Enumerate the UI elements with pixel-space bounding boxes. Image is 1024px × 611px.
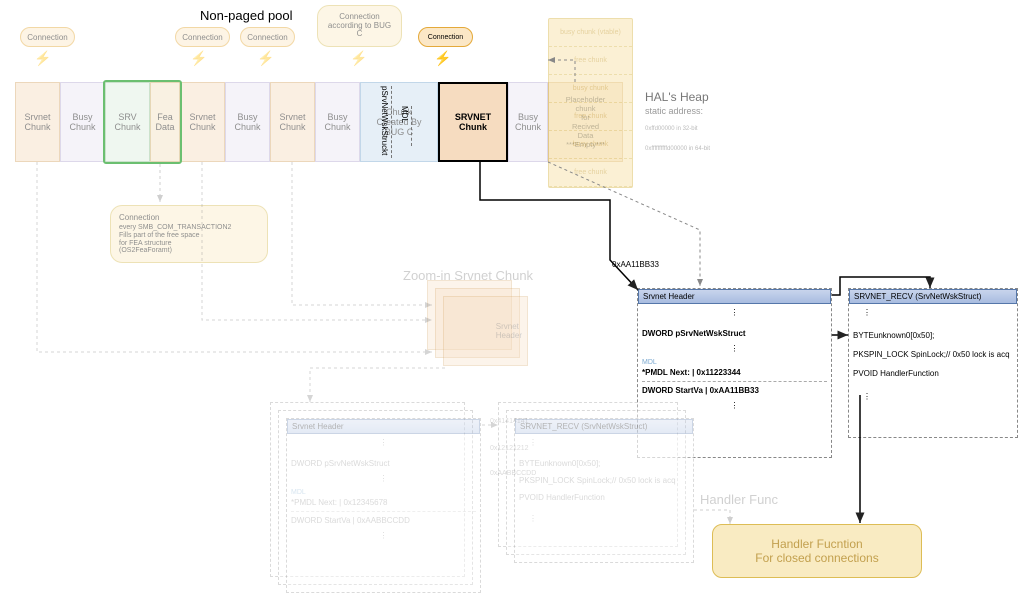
faded-hdr-l1: DWORD pSrvNetWskStruct <box>291 459 476 468</box>
conn-detail-title: Connection <box>119 213 159 222</box>
chunk-7: Busy Chunk <box>315 82 360 162</box>
faded-hdr-l3: DWORD StartVa | 0xAABBCCDD <box>291 511 476 525</box>
recv-l3: PVOID HandlerFunction <box>853 369 1013 378</box>
srvnet-sub-psrv: pSrvNetWskStruckt <box>380 86 392 158</box>
faded-hdr-mdl: MDL <box>291 489 476 496</box>
connection-bubble-2: Connection <box>175 27 230 47</box>
connection-bubble-3: Connection <box>240 27 295 47</box>
chunk-10: Busy Chunk <box>508 82 548 162</box>
faded-srvnet-header-title: Srvnet Header <box>287 419 480 434</box>
chunk-6: Srvnet Chunk <box>270 82 315 162</box>
hal-rows: busy chunk (vtable)free chunkbusy chunkf… <box>549 19 632 187</box>
hal-a64: 0xffffffffffd00000 in 64-bit <box>645 146 710 152</box>
recv-l1: BYTEunknown0[0x50]; <box>853 331 1013 340</box>
faded-addr-a: 0x41414141 <box>490 418 529 425</box>
recv-l2: PKSPIN_LOCK SpinLock;// 0x50 lock is acq <box>853 350 1013 359</box>
hal-row-3: free chunk <box>549 103 632 131</box>
chunk-1: Busy Chunk <box>60 82 105 162</box>
hdr-mdl: MDL <box>642 359 827 366</box>
hal-row-0: busy chunk (vtable) <box>549 19 632 47</box>
hdr-l1: DWORD pSrvNetWskStruct <box>642 329 827 338</box>
srvnet-sub-mdl: MDL <box>400 106 412 146</box>
zigzag-3: ⚡ <box>257 50 274 67</box>
hal-a32: 0xffd00000 in 32-bit <box>645 126 698 132</box>
faded-hdr-l2: *PMDL Next: | 0x12345678 <box>291 498 476 507</box>
srvnet-recv-title: SRVNET_RECV (SrvNetWskStruct) <box>849 289 1017 304</box>
faded-addr-b: 0x12121212 <box>490 445 529 452</box>
chunk-3: Fea Data <box>150 82 180 162</box>
zoom-stack-3: SrvnetHeader <box>443 296 528 366</box>
connection-detail-bubble: Connection every SMB_COM_TRANSACTION2 Fi… <box>110 205 268 263</box>
faded-srvnet-recv-title: SRVNET_RECV (SrvNetWskStruct) <box>515 419 693 434</box>
zigzag-5: ⚡ <box>434 50 451 67</box>
hal-row-5: free chunk <box>549 159 632 187</box>
zigzag-1: ⚡ <box>34 50 51 67</box>
hal-heap-box: busy chunk (vtable)free chunkbusy chunkf… <box>548 18 633 188</box>
hdr-l2: *PMDL Next: | 0x11223344 <box>642 368 827 377</box>
zigzag-2: ⚡ <box>190 50 207 67</box>
faded-recv-l1: BYTEunknown0[0x50]; <box>519 459 689 468</box>
srvnet-header-title: Srvnet Header <box>638 289 831 304</box>
faded-recv-l3: PVOID HandlerFunction <box>519 493 689 502</box>
chunk-8: Chunk Created By BUG C <box>360 82 438 162</box>
hal-row-2: busy chunk <box>549 75 632 103</box>
chunk-4: Srvnet Chunk <box>180 82 225 162</box>
chunk-5: Busy Chunk <box>225 82 270 162</box>
pool-title: Non-paged pool <box>200 8 293 23</box>
bugc-bubble: Connection according to BUG C <box>317 5 402 47</box>
faded-srvnet-header-box: Srvnet Header ⋮ DWORD pSrvNetWskStruct ⋮… <box>286 418 481 593</box>
connection-bubble-1: Connection <box>20 27 75 47</box>
handler-func-label: Handler Func <box>700 492 778 507</box>
hdr-l3: DWORD StartVa | 0xAA11BB33 <box>642 381 827 395</box>
srvnet-recv-box: SRVNET_RECV (SrvNetWskStruct) ⋮ BYTEunkn… <box>848 288 1018 438</box>
connection-bubble-4: Connection <box>418 27 473 47</box>
chunk-2: SRV Chunk <box>105 82 150 162</box>
handler-function-box: Handler Fucntion For closed connections <box>712 524 922 578</box>
chunk-0: Srvnet Chunk <box>15 82 60 162</box>
faded-addr-c: 0xAABBCCDD <box>490 470 536 477</box>
faded-srvnet-recv-box: SRVNET_RECV (SrvNetWskStruct) ⋮ BYTEunkn… <box>514 418 694 563</box>
hal-sub: static address: <box>645 106 703 116</box>
hal-title: HAL's Heap <box>645 90 709 104</box>
hal-row-1: free chunk <box>549 47 632 75</box>
hal-row-4: busy chunk <box>549 131 632 159</box>
zigzag-4: ⚡ <box>350 50 367 67</box>
chunk-9: SRVNET Chunk <box>438 82 508 162</box>
conn-detail-body: every SMB_COM_TRANSACTION2 Fills part of… <box>119 224 231 255</box>
faded-recv-l2: PKSPIN_LOCK SpinLock;// 0x50 lock is acq <box>519 476 689 485</box>
addr-label: 0xAA11BB33 <box>612 260 659 269</box>
